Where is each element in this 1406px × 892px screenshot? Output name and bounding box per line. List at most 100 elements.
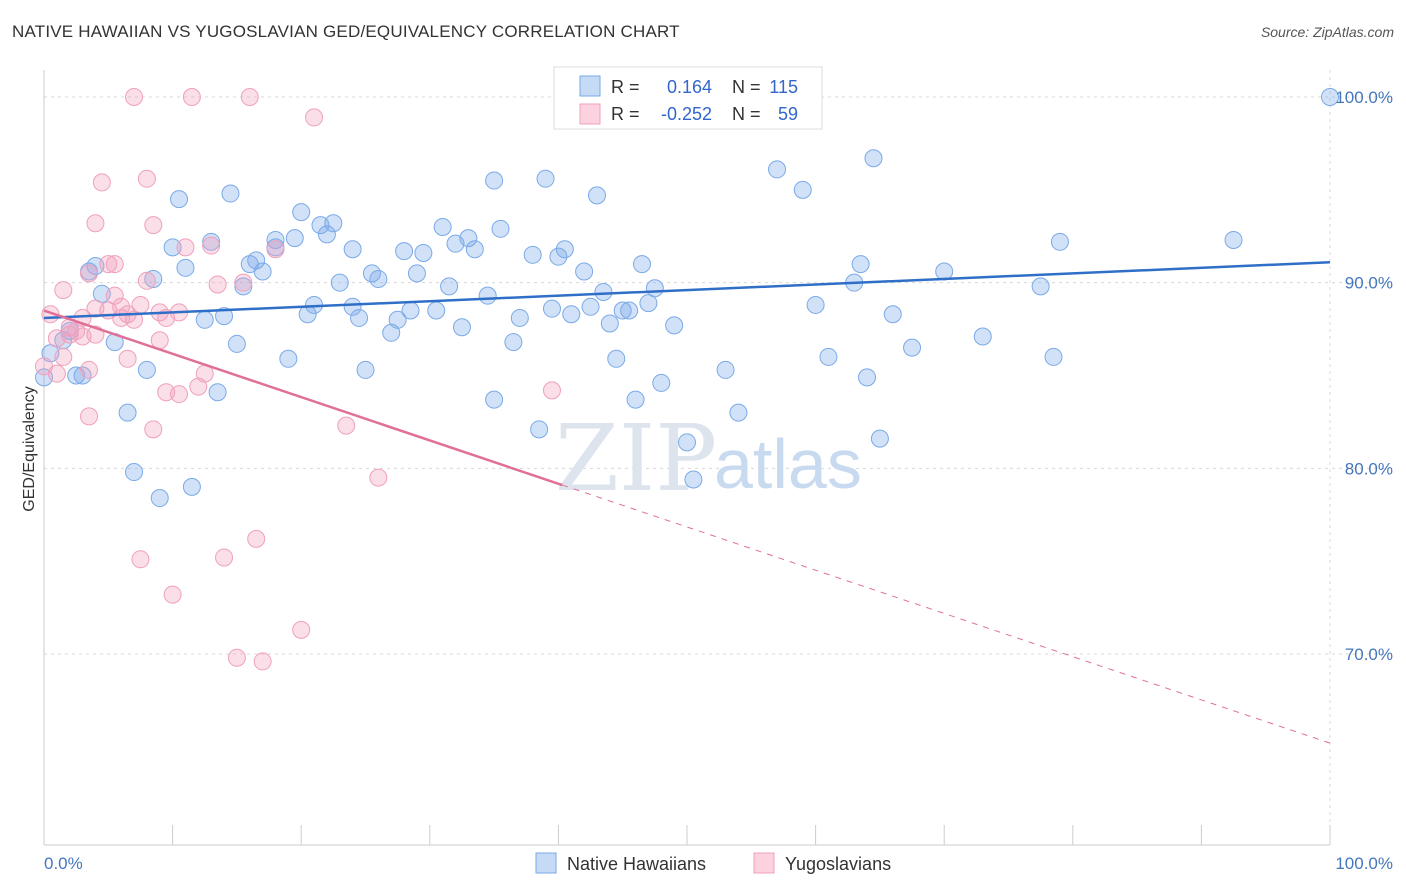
x-tick-label: 0.0% xyxy=(44,854,83,873)
native-hawaiian-point xyxy=(594,282,613,301)
native-hawaiian-point xyxy=(632,255,651,274)
native-hawaiian-point xyxy=(382,323,401,342)
native-hawaiian-point xyxy=(215,307,234,326)
native-hawaiian-point xyxy=(819,347,838,366)
yugoslavian-point xyxy=(80,264,99,283)
watermark-atlas: atlas xyxy=(714,425,862,503)
y-tick-label: 70.0% xyxy=(1345,645,1393,664)
native-hawaiian-point xyxy=(465,240,484,259)
yugoslavian-point xyxy=(118,349,137,368)
legend-r-label-2: R = xyxy=(611,104,640,124)
y-tick-label: 80.0% xyxy=(1345,459,1393,478)
native-hawaiian-point xyxy=(607,349,626,368)
bottom-legend-label-native-hawaiians: Native Hawaiians xyxy=(567,854,706,874)
yugoslavian-point xyxy=(247,529,266,548)
native-hawaiian-point xyxy=(665,316,684,335)
native-hawaiian-point xyxy=(125,463,144,482)
native-hawaiian-point xyxy=(202,232,221,251)
native-hawaiian-point xyxy=(1224,230,1243,249)
native-hawaiian-point xyxy=(182,477,201,496)
yugoslavian-point xyxy=(305,108,324,127)
y-axis-title: GED/Equivalency xyxy=(21,386,38,511)
native-hawaiian-point xyxy=(1044,347,1063,366)
legend-swatch-yugoslavians xyxy=(579,103,601,125)
legend-n-label-2: N = xyxy=(732,104,761,124)
native-hawaiian-point xyxy=(491,219,510,238)
native-hawaiian-point xyxy=(324,214,343,233)
yugoslavian-point xyxy=(182,88,201,106)
native-hawaiian-point xyxy=(639,294,658,313)
native-hawaiian-point xyxy=(440,277,459,296)
native-hawaiian-point xyxy=(170,190,189,209)
native-hawaiian-point xyxy=(485,171,504,190)
native-hawaiian-point xyxy=(433,217,452,236)
yugoslavian-point xyxy=(170,385,189,404)
native-hawaiian-point xyxy=(285,229,304,248)
legend-r-value-1: 0.164 xyxy=(667,77,712,97)
native-hawaiian-point xyxy=(652,373,671,392)
yugoslavian-point xyxy=(266,240,285,259)
yugoslavian-point xyxy=(80,407,99,426)
native-hawaiian-point xyxy=(883,305,902,324)
yugoslavian-point xyxy=(176,238,195,257)
legend-n-value-2: 59 xyxy=(778,104,798,124)
native-hawaiian-point xyxy=(266,230,285,249)
yugoslavian-point xyxy=(54,281,73,300)
yugoslavian-point xyxy=(80,360,99,379)
yugoslavian-point xyxy=(47,364,66,383)
native-hawaiian-point xyxy=(427,301,446,320)
native-hawaiian-point xyxy=(555,240,574,259)
native-hawaiian-point xyxy=(542,299,561,318)
native-hawaiian-point xyxy=(414,243,433,262)
yugoslavian-point xyxy=(234,273,253,292)
native-hawaiian-point xyxy=(1050,232,1069,251)
native-hawaiian-point xyxy=(395,242,414,261)
bottom-legend-label-yugoslavians: Yugoslavians xyxy=(785,854,891,874)
native-hawaiian-point xyxy=(806,295,825,314)
legend-r-label-1: R = xyxy=(611,77,640,97)
native-hawaiian-point xyxy=(684,470,703,489)
native-hawaiian-point xyxy=(330,273,349,292)
yugoslavian-point xyxy=(105,255,124,274)
trend-lines xyxy=(43,260,1331,744)
native-hawaiian-point xyxy=(388,310,407,329)
trend-line-yugoslavians xyxy=(43,309,563,487)
yugoslavian-point xyxy=(337,416,356,435)
native-hawaiian-point xyxy=(292,203,311,222)
yugoslavian-point xyxy=(86,214,105,233)
native-hawaiian-point xyxy=(768,160,787,179)
native-hawaiian-point xyxy=(478,286,497,305)
chart-title: NATIVE HAWAIIAN VS YUGOSLAVIAN GED/EQUIV… xyxy=(12,22,680,41)
tick-labels: 100.0% 90.0% 80.0% 70.0% 0.0% 100.0% xyxy=(44,88,1393,873)
yugoslavian-point xyxy=(369,468,388,487)
watermark-zip: ZIP xyxy=(555,405,717,512)
yugoslavian-point xyxy=(215,548,234,567)
native-hawaiian-point xyxy=(581,297,600,316)
series-yugoslavians xyxy=(35,88,561,671)
native-hawaiian-point xyxy=(452,318,471,337)
yugoslavian-point xyxy=(163,585,182,604)
yugoslavian-point xyxy=(144,216,163,235)
yugoslavian-point xyxy=(131,295,150,314)
native-hawaiian-point xyxy=(973,327,992,346)
native-hawaiian-point xyxy=(221,184,240,203)
native-hawaiian-point xyxy=(864,149,883,168)
bottom-legend: Native Hawaiians Yugoslavians xyxy=(535,852,891,874)
native-hawaiian-point xyxy=(729,403,748,422)
yugoslavian-point xyxy=(125,88,144,106)
bottom-legend-swatch-yugoslavians xyxy=(753,852,775,874)
yugoslavian-point xyxy=(137,169,156,188)
native-hawaiian-point xyxy=(279,349,298,368)
legend-r-value-2: -0.252 xyxy=(661,104,712,124)
yugoslavian-point xyxy=(144,420,163,439)
native-hawaiian-point xyxy=(459,229,478,248)
yugoslavian-point xyxy=(202,236,221,255)
legend-n-value-1: 115 xyxy=(769,77,798,97)
legend-box: R = 0.164 N = 115 R = -0.252 N = 59 xyxy=(553,66,823,130)
native-hawaiian-point xyxy=(903,338,922,357)
native-hawaiian-point xyxy=(613,301,632,320)
native-hawaiian-point xyxy=(851,255,870,274)
legend-swatch-native-hawaiians xyxy=(579,75,601,97)
trend-line-yugoslavians-extension xyxy=(562,484,1331,744)
